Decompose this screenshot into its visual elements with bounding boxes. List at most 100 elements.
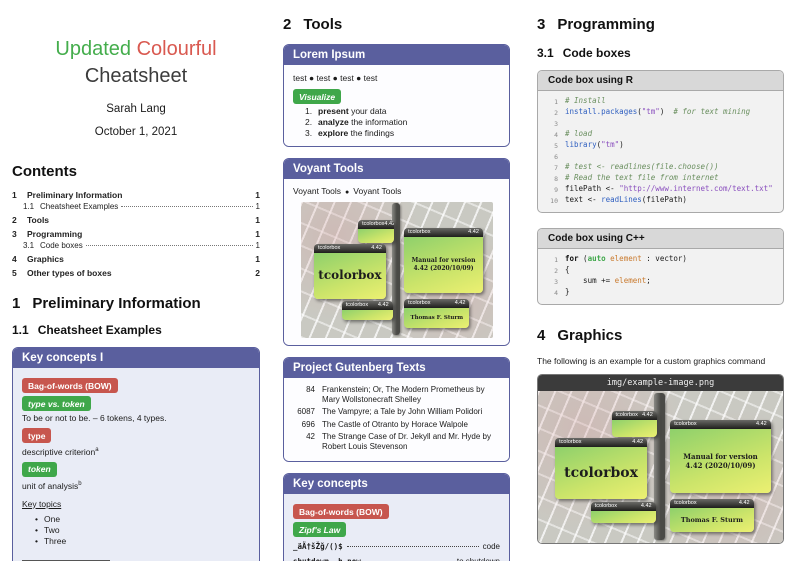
box-strip-header: tcolorbox 4.42 bbox=[555, 438, 648, 448]
box-strip-header: tcolorbox 4.42 bbox=[670, 419, 771, 429]
toc-entry-number: 1.1 bbox=[23, 202, 35, 211]
gutenberg-table: 84 Frankenstein; Or, The Modern Prometheu… bbox=[293, 385, 500, 451]
leader-row: _äÄ†šŽǧ/()$ code bbox=[293, 541, 500, 552]
type-vs-token-badge: type vs. token bbox=[22, 396, 91, 411]
manual-version-text: Manual for version 4.42 (2020/10/09) bbox=[411, 256, 476, 272]
code-box-header: Code box using R bbox=[538, 71, 783, 91]
document-date: October 1, 2021 bbox=[94, 126, 178, 138]
box-strip-header: tcolorbox 4.42 bbox=[404, 298, 470, 308]
code-text: library("tm") bbox=[565, 140, 624, 151]
tcolorbox-title-box: tcolorbox 4.42 tcolorbox bbox=[313, 244, 386, 299]
code-token: sum += bbox=[565, 276, 615, 285]
box-header: Key concepts bbox=[284, 474, 509, 494]
tcolorbox-title-box: tcolorbox 4.42 tcolorbox bbox=[555, 438, 648, 499]
code-token: auto bbox=[587, 254, 606, 263]
code-text: filePath <- "http://www.internet.com/tex… bbox=[565, 184, 773, 195]
term-description: code bbox=[482, 542, 500, 551]
title-word-colourful: Colourful bbox=[136, 38, 217, 60]
leader-list: _äÄ†šŽǧ/()$ code shutdown -h now to shutdow… bbox=[293, 541, 500, 561]
code-body: 1 for (auto element : vector) 2{ 3 sum += e… bbox=[538, 249, 783, 304]
author-name: Sarah Lang bbox=[106, 103, 166, 115]
graphics-intro-text: The following is an example for a custom… bbox=[537, 356, 766, 366]
line-number: 4 bbox=[554, 289, 558, 297]
toc-entry[interactable]: 5 Other types of boxes 2 bbox=[12, 268, 260, 279]
code-box-header: Code box using C++ bbox=[538, 229, 783, 249]
manual-box: tcolorbox 4.42 Manual for version 4.42 (20… bbox=[404, 227, 483, 294]
tcolorbox-logo-text: tcolorbox bbox=[318, 268, 382, 283]
code-token: readLines bbox=[601, 195, 642, 204]
code-token: } bbox=[565, 287, 570, 296]
table-row: 84 Frankenstein; Or, The Modern Prometheu… bbox=[293, 385, 500, 404]
code-text: install.packages("tm") # for text mining bbox=[565, 107, 750, 118]
code-token: # Read the text file from internet bbox=[565, 173, 719, 182]
code-token: # load bbox=[565, 129, 593, 138]
toc-entry-label: Cheatsheet Examples bbox=[40, 202, 119, 211]
toc-entry[interactable]: 1 Preliminary Information 1 bbox=[12, 190, 260, 201]
step-text: analyze the information bbox=[318, 117, 408, 127]
code-token: text <- bbox=[565, 195, 602, 204]
section-title: Programming bbox=[557, 16, 655, 33]
title-word-updated: Updated bbox=[55, 38, 131, 60]
definition-text: unit of analysis bbox=[22, 480, 79, 491]
definition-text: descriptive criterion bbox=[22, 446, 96, 457]
type-badge: type bbox=[22, 428, 52, 443]
section-number: 4 bbox=[537, 327, 546, 344]
box-body: Voyant Tools●Voyant Tools tcolorbox4.42 … bbox=[284, 179, 509, 345]
key-topics-list: • One • Two • Three bbox=[22, 514, 250, 547]
subsection-title: Code boxes bbox=[562, 46, 631, 60]
toc-entry-number: 5 bbox=[12, 268, 17, 278]
code-token: # test <- readlines(file.choose()) bbox=[565, 162, 719, 171]
box-header: Project Gutenberg Texts bbox=[284, 358, 509, 378]
book-id: 6087 bbox=[297, 407, 315, 416]
toc-entry[interactable]: 4 Graphics 1 bbox=[12, 254, 260, 265]
image-center-pole bbox=[654, 392, 666, 540]
topic-item: • Three bbox=[22, 536, 250, 547]
image-author-text: Thomas F. Sturm bbox=[680, 516, 743, 525]
code-body: 1 # Install 2 install.packages("tm") # for … bbox=[538, 91, 783, 212]
line-number: 1 bbox=[554, 98, 558, 106]
line-number: 6 bbox=[554, 153, 558, 161]
box-body: Bag-of-words (BOW) Zipf's Law _äÄ†šŽǧ/()… bbox=[284, 494, 509, 561]
code-token: : vector) bbox=[641, 254, 687, 263]
toc-entry[interactable]: 1.1 Cheatsheet Examples 1 bbox=[12, 201, 260, 212]
book-title: The Vampyre; a Tale by John William Poli… bbox=[322, 407, 483, 416]
code-token: "http://www.internet.com/text.txt" bbox=[619, 184, 773, 193]
voyant-link[interactable]: Voyant Tools bbox=[353, 186, 402, 196]
toc-entry[interactable]: 2 Tools 1 bbox=[12, 215, 260, 226]
type-definition: descriptive criteriona bbox=[22, 445, 250, 458]
topic-item: • One bbox=[22, 514, 250, 525]
box-header: Key concepts I bbox=[13, 348, 259, 368]
code-token: element bbox=[605, 254, 642, 263]
bullet-separator: ● bbox=[345, 189, 350, 196]
code-box-r: Code box using R 1 # Install 2 install.pack… bbox=[537, 70, 784, 213]
step-number: 3. bbox=[305, 128, 313, 138]
subsection-title: Cheatsheet Examples bbox=[37, 323, 162, 337]
line-number: 3 bbox=[554, 278, 558, 286]
toc-entry-page: 1 bbox=[255, 215, 260, 225]
line-number: 5 bbox=[554, 142, 558, 150]
toc-entry[interactable]: 3.1 Code boxes 1 bbox=[12, 240, 260, 251]
code-token: # for text mining bbox=[664, 107, 751, 116]
line-number: 7 bbox=[554, 164, 558, 172]
voyant-link[interactable]: Voyant Tools bbox=[293, 186, 342, 196]
code-token: ( bbox=[637, 107, 642, 116]
code-line: 2{ bbox=[544, 265, 775, 276]
box-body: test ● test ● test ● test Visualize 1. pr… bbox=[284, 65, 509, 146]
leader-row: shutdown -h now to shutdown bbox=[293, 556, 500, 561]
toc-entry-label: Tools bbox=[27, 215, 50, 225]
section-number: 3 bbox=[537, 16, 546, 33]
code-line: 1 for (auto element : vector) bbox=[544, 254, 775, 265]
image-center-pole bbox=[391, 203, 401, 336]
code-term: shutdown -h now bbox=[293, 556, 361, 561]
toc-entry[interactable]: 3 Programming 1 bbox=[12, 229, 260, 240]
toc-entry-number: 3.1 bbox=[23, 241, 35, 250]
left-column: Updated Colourful Cheatsheet Sarah Lang O… bbox=[12, 0, 260, 561]
toc-entry-page: 2 bbox=[255, 268, 260, 278]
toc-leader-dots bbox=[85, 245, 253, 246]
code-token: for bbox=[565, 254, 579, 263]
table-row: 6087 The Vampyre; a Tale by John William … bbox=[293, 407, 500, 417]
footnote-mark: a bbox=[95, 447, 99, 453]
code-text: # load bbox=[565, 129, 592, 140]
